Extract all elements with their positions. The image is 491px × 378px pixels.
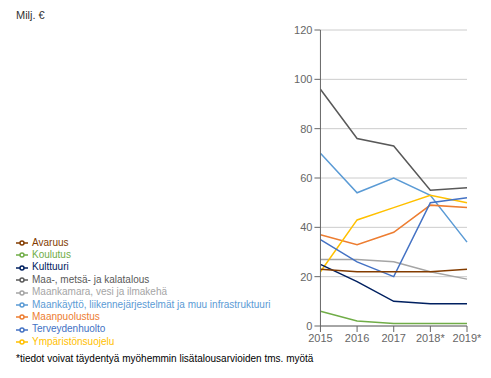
svg-text:80: 80 xyxy=(300,123,312,135)
html-text:Maankäyttö, liikennejärjestelm: Maankäyttö, liikennejärjestelmät ja muu … xyxy=(32,298,271,310)
html-text:Maa-, metsä- ja kalatalous: Maa-, metsä- ja kalatalous xyxy=(32,273,150,285)
svg-text:2016: 2016 xyxy=(345,332,369,344)
svg-text:2015: 2015 xyxy=(308,332,332,344)
html-text:Maankamara, vesi ja ilmakehä: Maankamara, vesi ja ilmakehä xyxy=(32,286,168,298)
svg-text:2018*: 2018* xyxy=(416,332,445,344)
svg-text:60: 60 xyxy=(300,172,312,184)
svg-text:2017: 2017 xyxy=(381,332,405,344)
svg-text:40: 40 xyxy=(300,221,312,233)
svg-text:100: 100 xyxy=(294,73,312,85)
html-text:Milj. €: Milj. € xyxy=(16,9,45,21)
html-text:Avaruus: Avaruus xyxy=(32,236,69,248)
svg-text:2019*: 2019* xyxy=(453,332,482,344)
svg-text:120: 120 xyxy=(294,24,312,36)
svg-text:0: 0 xyxy=(306,320,312,332)
html-text:Koulutus: Koulutus xyxy=(32,249,71,261)
html-text:Ympäristönsuojelu: Ympäristönsuojelu xyxy=(32,335,115,347)
html-text:Terveydenhuolto: Terveydenhuolto xyxy=(32,323,106,335)
svg-text:20: 20 xyxy=(300,271,312,283)
html-text:Kulttuuri: Kulttuuri xyxy=(32,261,69,273)
html-text:*tiedot voivat täydentyä myöhe: *tiedot voivat täydentyä myöhemmin lisät… xyxy=(16,353,314,364)
html-text:Maanpuolustus: Maanpuolustus xyxy=(32,310,100,322)
